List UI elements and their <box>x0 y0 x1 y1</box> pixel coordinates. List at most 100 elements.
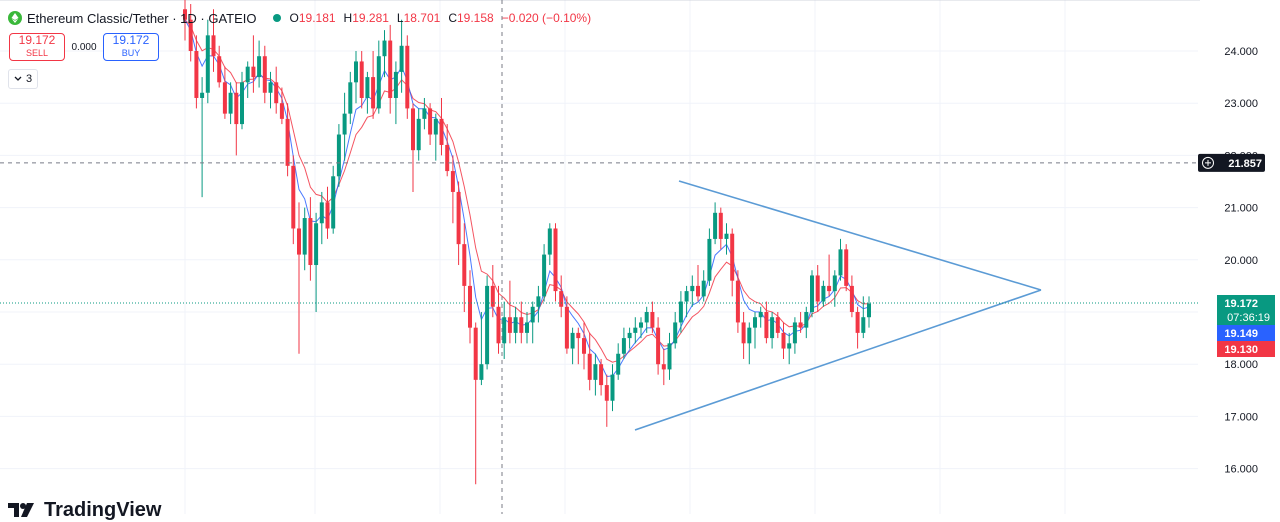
candle-body <box>502 317 507 344</box>
tradingview-logo-icon <box>8 503 34 517</box>
candle-body <box>331 176 336 229</box>
candle-body <box>639 322 643 328</box>
indicators-toggle-button[interactable]: 3 <box>8 69 38 89</box>
candle-body <box>422 108 427 119</box>
candle-body <box>582 338 586 354</box>
candle <box>331 165 336 234</box>
candle <box>775 312 780 339</box>
candle <box>205 19 210 104</box>
candle <box>439 97 444 156</box>
price-axis-tick-label: 17.000 <box>1224 411 1258 423</box>
open-key: O <box>289 11 299 25</box>
candle-body <box>354 61 358 83</box>
candle-body <box>644 312 649 323</box>
candle <box>844 244 849 292</box>
candle-body <box>587 353 592 380</box>
candle-body <box>730 233 735 281</box>
candle-body <box>536 296 541 307</box>
candle <box>496 285 501 354</box>
candle-body <box>411 108 415 151</box>
candle-body <box>393 71 398 98</box>
candle-body <box>599 364 604 386</box>
candle <box>804 306 809 339</box>
candle-body <box>621 338 626 354</box>
candle <box>542 244 547 302</box>
candle-body <box>701 280 706 297</box>
symbol-title[interactable]: Ethereum Classic/Tether · 1D · GATEIO <box>27 10 257 26</box>
candle-body <box>656 327 661 365</box>
candle <box>314 212 319 312</box>
candle-body <box>268 82 273 93</box>
symbol-legend: Ethereum Classic/Tether · 1D · GATEIO O … <box>8 8 591 28</box>
candle-body <box>473 327 478 380</box>
candle <box>849 275 854 318</box>
quick-trade-panel: 19.172 SELL 0.000 19.172 BUY <box>9 33 159 61</box>
candle <box>582 322 586 370</box>
buy-button[interactable]: 19.172 BUY <box>103 33 159 61</box>
add-alert-icon-ring <box>1202 156 1214 169</box>
candle-body <box>257 56 262 78</box>
high-value: 19.281 <box>352 11 389 25</box>
candle-body <box>804 312 809 328</box>
candlestick-series <box>183 0 871 485</box>
candle-body <box>468 285 472 328</box>
candle-body <box>496 306 501 344</box>
ma-fast-price-label: 19.149 <box>1217 325 1275 341</box>
candle <box>627 327 632 349</box>
candle-body <box>627 332 632 339</box>
candle-body <box>770 317 775 339</box>
last-price-box <box>1217 295 1275 325</box>
candle <box>564 296 569 354</box>
candle <box>422 97 427 130</box>
candle-body <box>690 285 695 292</box>
price-axis[interactable]: 24.00023.00022.00021.00020.00018.00017.0… <box>1198 0 1280 514</box>
triangle-trendlines[interactable] <box>634 180 1042 431</box>
candle-body <box>222 82 227 114</box>
candle-body <box>240 82 244 125</box>
candle-body <box>200 92 205 98</box>
candle <box>502 301 507 359</box>
candle-body <box>741 322 746 344</box>
tradingview-watermark[interactable]: TradingView <box>8 499 161 521</box>
candle <box>376 40 381 114</box>
crosshair-price-label: 21.857 <box>1198 153 1265 172</box>
candle <box>667 332 672 380</box>
candle-body <box>542 254 547 297</box>
candle-body <box>735 280 740 323</box>
candle-body <box>342 113 347 135</box>
candle-body <box>815 275 820 302</box>
candle <box>388 24 393 114</box>
candle <box>610 364 615 412</box>
candle-body <box>530 306 535 323</box>
candle-body <box>673 322 678 344</box>
open-value: 19.181 <box>298 11 336 25</box>
candle-body <box>279 103 284 119</box>
candle <box>319 191 324 245</box>
candle-body <box>188 19 193 51</box>
candle-body <box>713 212 718 239</box>
spread-value: 0.000 <box>71 41 97 53</box>
price-change: −0.020 (−0.10%) <box>501 11 592 25</box>
sell-button[interactable]: 19.172 SELL <box>9 33 65 61</box>
candle <box>468 270 472 344</box>
candle <box>838 238 843 281</box>
candle <box>262 45 267 104</box>
candle-body <box>684 291 689 302</box>
candle-body <box>747 327 752 344</box>
candle <box>211 9 216 72</box>
candle-body <box>547 228 552 255</box>
candle <box>718 207 723 250</box>
candle <box>433 113 438 161</box>
candle <box>644 306 649 333</box>
candle-body <box>507 317 512 333</box>
candle-body <box>490 285 495 307</box>
candle-body <box>371 77 376 109</box>
candle-body <box>616 353 621 375</box>
price-axis-tick-label: 24.000 <box>1224 46 1258 58</box>
candle <box>257 40 262 88</box>
candle-body <box>604 385 609 401</box>
candle-body <box>416 118 421 151</box>
candle <box>382 30 387 78</box>
candle <box>570 327 575 365</box>
